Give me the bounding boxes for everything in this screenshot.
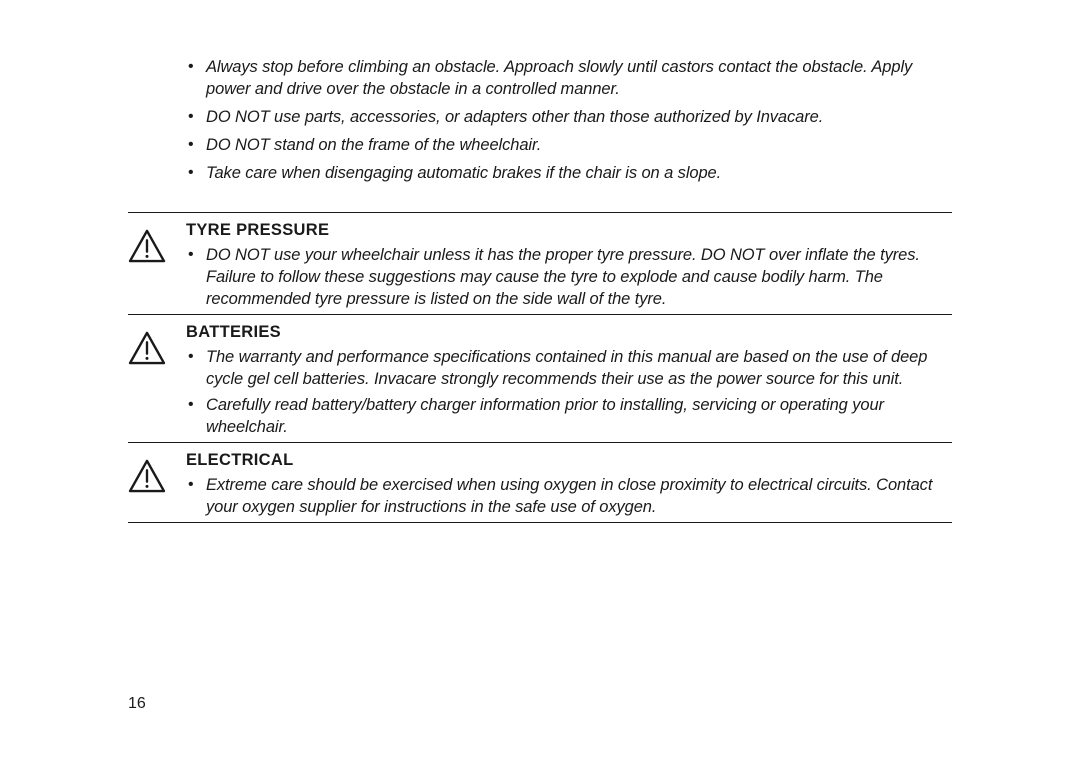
section-content: BATTERIES • The warranty and performance…	[186, 315, 952, 442]
warning-section-tyre-pressure: TYRE PRESSURE • DO NOT use your wheelcha…	[128, 213, 952, 314]
list-item: • DO NOT use parts, accessories, or adap…	[186, 106, 952, 128]
bullet-text: The warranty and performance specificati…	[206, 346, 952, 390]
bullet-text: Extreme care should be exercised when us…	[206, 474, 952, 518]
warning-icon-col	[128, 213, 186, 263]
list-item: • The warranty and performance specifica…	[186, 346, 952, 390]
divider	[128, 522, 952, 523]
top-bullet-list: • Always stop before climbing an obstacl…	[186, 56, 952, 184]
warning-icon	[128, 459, 166, 493]
warning-section-batteries: BATTERIES • The warranty and performance…	[128, 315, 952, 442]
section-heading: TYRE PRESSURE	[186, 221, 952, 240]
bullet-text: Carefully read battery/battery charger i…	[206, 394, 952, 438]
bullet-marker: •	[186, 162, 206, 184]
bullet-marker: •	[186, 346, 206, 368]
bullet-text: DO NOT use your wheelchair unless it has…	[206, 244, 952, 310]
bullet-marker: •	[186, 56, 206, 78]
bullet-text: Take care when disengaging automatic bra…	[206, 162, 952, 184]
warning-section-electrical: ELECTRICAL • Extreme care should be exer…	[128, 443, 952, 522]
bullet-text: DO NOT use parts, accessories, or adapte…	[206, 106, 952, 128]
warning-icon	[128, 331, 166, 365]
bullet-marker: •	[186, 394, 206, 416]
list-item: • Extreme care should be exercised when …	[186, 474, 952, 518]
bullet-text: DO NOT stand on the frame of the wheelch…	[206, 134, 952, 156]
bullet-text: Always stop before climbing an obstacle.…	[206, 56, 952, 100]
bullet-marker: •	[186, 134, 206, 156]
section-heading: ELECTRICAL	[186, 451, 952, 470]
list-item: • Take care when disengaging automatic b…	[186, 162, 952, 184]
warning-icon-col	[128, 443, 186, 493]
list-item: • Always stop before climbing an obstacl…	[186, 56, 952, 100]
bullet-marker: •	[186, 244, 206, 266]
section-content: TYRE PRESSURE • DO NOT use your wheelcha…	[186, 213, 952, 314]
bullet-marker: •	[186, 474, 206, 496]
manual-page: • Always stop before climbing an obstacl…	[0, 0, 1080, 761]
list-item: • DO NOT use your wheelchair unless it h…	[186, 244, 952, 310]
list-item: • Carefully read battery/battery charger…	[186, 394, 952, 438]
warning-icon	[128, 229, 166, 263]
section-content: ELECTRICAL • Extreme care should be exer…	[186, 443, 952, 522]
page-number: 16	[128, 695, 146, 713]
bullet-marker: •	[186, 106, 206, 128]
section-heading: BATTERIES	[186, 323, 952, 342]
list-item: • DO NOT stand on the frame of the wheel…	[186, 134, 952, 156]
warning-icon-col	[128, 315, 186, 365]
